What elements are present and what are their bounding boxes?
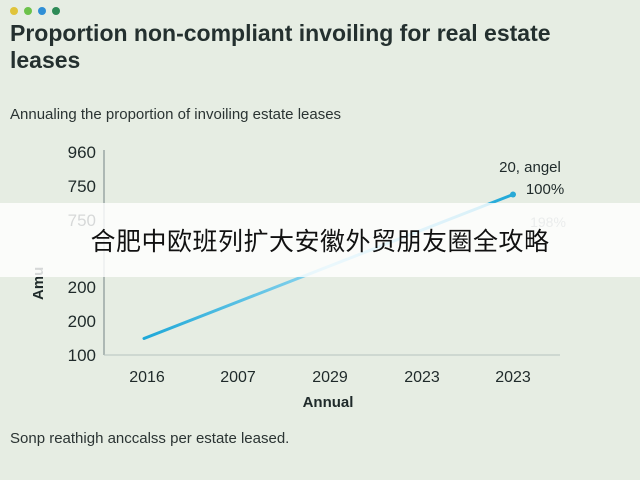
- x-tick-label: 2029: [312, 369, 348, 386]
- window-dot-yellow: [10, 7, 18, 15]
- y-tick-label: 200: [68, 278, 96, 297]
- chart-title: Proportion non-compliant invoiling for r…: [10, 20, 551, 73]
- footnote: Sonp reathigh anccalss per estate leased…: [10, 430, 290, 447]
- series-end-point: [510, 191, 516, 198]
- annotation-value: 100%: [526, 181, 564, 198]
- window-dot-green: [24, 7, 32, 15]
- y-tick-label: 200: [68, 312, 96, 331]
- window-dots: [10, 7, 60, 15]
- x-tick-label: 2007: [220, 369, 256, 386]
- window-dot-teal: [52, 7, 60, 15]
- chart-subtitle: Annualing the proportion of invoiling es…: [10, 106, 342, 123]
- y-tick-label: 100: [68, 346, 96, 365]
- x-axis-label: Annual: [303, 394, 354, 411]
- annotation-label: 20, angel: [499, 159, 561, 176]
- x-tick-label: 2016: [129, 369, 165, 386]
- x-tick-label: 2023: [495, 369, 531, 386]
- overlay-banner-text: 合肥中欧班列扩大安徽外贸朋友圈全攻略: [90, 227, 550, 256]
- y-tick-label: 960: [68, 143, 96, 162]
- overlay-banner: 合肥中欧班列扩大安徽外贸朋友圈全攻略: [0, 203, 640, 277]
- x-tick-label: 2023: [404, 369, 440, 386]
- window-dot-blue: [38, 7, 46, 15]
- y-tick-label: 750: [68, 177, 96, 196]
